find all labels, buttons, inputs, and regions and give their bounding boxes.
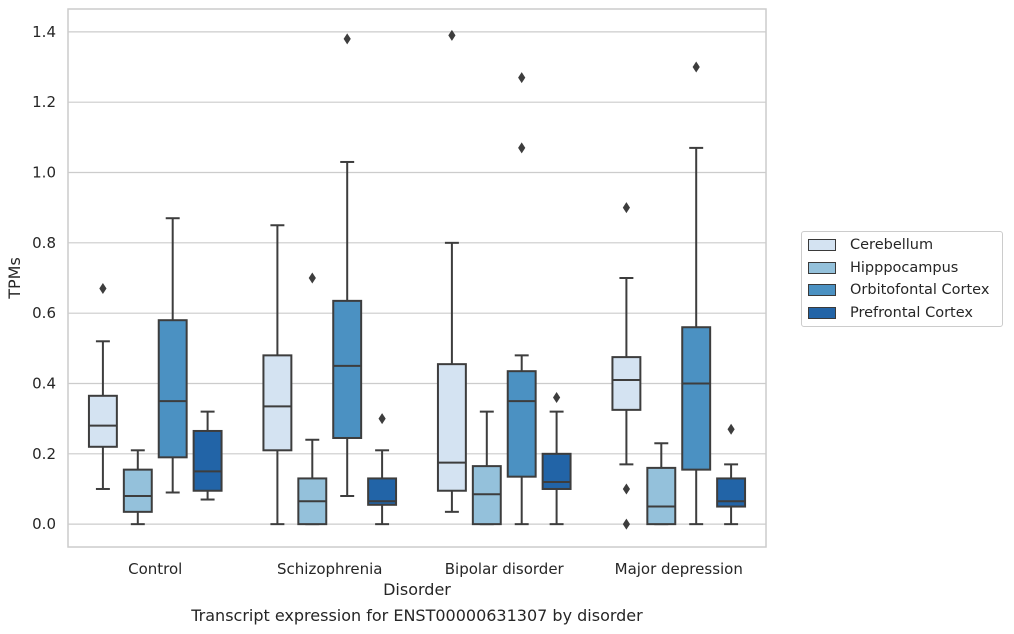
box [506,72,537,526]
box-iqr [192,429,223,492]
box-iqr [611,356,642,411]
x-tick-label: Schizophrenia [277,560,382,578]
y-tick-label: 0.2 [32,445,56,463]
legend-item: Cerebellum [808,235,933,255]
box-iqr [157,319,188,459]
outlier-point [99,283,107,295]
legend-item: Orbitofontal Cortex [808,280,989,300]
legend-item: Hipppocampus [808,258,958,278]
box-iqr [332,299,363,439]
outlier-point [518,142,526,154]
chart-legend: Cerebellum Hipppocampus Orbitofontal Corte… [801,231,1003,327]
y-tick-label: 1.0 [32,164,56,182]
box-iqr [716,477,747,508]
y-tick-label: 0.6 [32,304,56,322]
box [87,283,118,490]
outlier-point [727,423,735,435]
outlier-point [692,61,700,73]
series-orbitofontal-cortex [157,33,712,526]
box-iqr [646,466,677,526]
box-series [87,29,747,530]
box-iqr [262,354,293,452]
plot-area-frame [67,8,767,548]
box [192,410,223,501]
box [122,449,153,526]
legend-label: Hipppocampus [850,259,959,276]
series-cerebellum [87,29,642,530]
y-axis-title: TPMs [5,257,24,300]
x-tick-label: Control [128,560,182,578]
box [297,272,328,526]
outlier-point [378,413,386,425]
legend-swatch [808,284,836,296]
outlier-point [308,272,316,284]
outlier-point [622,483,630,495]
x-axis-title: Disorder [383,580,451,599]
box [541,392,572,526]
legend-label: Prefrontal Cortex [850,304,973,321]
box-iqr [506,370,537,478]
box-iqr [541,452,572,490]
y-tick-label: 0.0 [32,515,56,533]
legend-swatch [808,306,836,319]
y-tick-label: 0.8 [32,234,56,252]
box [681,61,712,526]
box [332,33,363,498]
box [436,29,467,513]
series-hipppocampus [122,272,677,526]
legend-label: Cerebellum [850,237,934,253]
outlier-point [553,392,561,404]
y-tick-labels: 0.0 0.2 0.4 0.6 0.8 1.0 1.2 1.4 [32,23,56,533]
y-tick-label: 1.4 [32,23,56,41]
legend-swatch [808,261,836,274]
x-tick-labels: Control Schizophrenia Bipolar disorder Majo… [128,560,743,578]
box [611,202,642,530]
legend-swatch [808,239,836,251]
box [716,423,747,526]
x-tick-label: Bipolar disorder [445,560,565,578]
box-iqr [122,468,153,513]
outlier-point [518,72,526,84]
outlier-point [448,29,456,41]
outlier-point [622,518,630,530]
x-tick-label: Major depression [615,560,743,578]
box-iqr [87,394,118,448]
y-tick-label: 0.4 [32,374,56,392]
box [646,442,677,526]
outlier-point [343,33,351,45]
box [157,217,188,494]
series-prefrontal-cortex [192,392,747,526]
box [471,410,502,526]
figure-caption: Transcript expression for ENST0000063130… [191,606,643,625]
legend-item: Prefrontal Cortex [808,303,973,323]
box [367,413,398,526]
y-tick-label: 1.2 [32,93,56,111]
box-iqr [436,363,467,492]
outlier-point [622,202,630,214]
box-iqr [681,326,712,471]
box [262,224,293,526]
legend-label: Orbitofontal Cortex [850,282,990,298]
